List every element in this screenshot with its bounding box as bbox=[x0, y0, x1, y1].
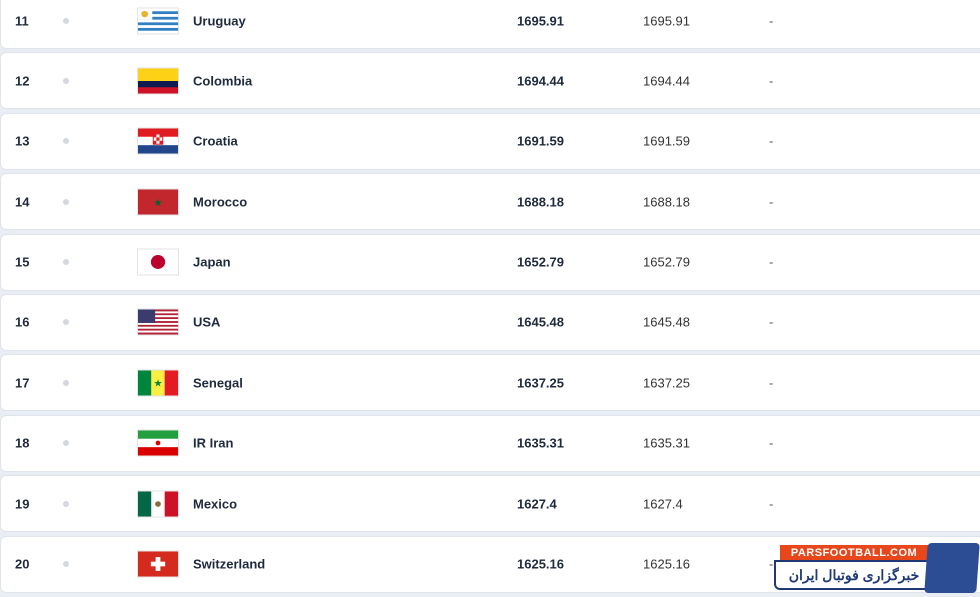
status-dot-icon bbox=[63, 259, 69, 266]
status-dot-icon bbox=[63, 138, 69, 145]
points-change: - bbox=[769, 314, 774, 330]
status-dot-icon bbox=[63, 319, 69, 326]
footballer-logo-icon bbox=[924, 543, 980, 593]
total-points: 1694.44 bbox=[517, 73, 564, 89]
total-points: 1691.59 bbox=[517, 133, 564, 149]
points-change: - bbox=[769, 496, 774, 512]
previous-points: 1625.16 bbox=[643, 556, 690, 572]
mexico-flag-icon bbox=[137, 490, 179, 518]
croatia-flag-icon bbox=[137, 127, 179, 155]
svg-text:★: ★ bbox=[153, 197, 162, 207]
previous-points: 1695.91 bbox=[643, 13, 690, 28]
ranking-row[interactable]: 13 Croatia 1691.59 1691.59 - bbox=[0, 112, 980, 170]
total-points: 1688.18 bbox=[517, 194, 564, 210]
rank: 20 bbox=[15, 556, 30, 572]
previous-points: 1637.25 bbox=[643, 375, 690, 391]
country-name[interactable]: USA bbox=[193, 314, 221, 330]
points-change: - bbox=[769, 254, 774, 270]
country-name[interactable]: Morocco bbox=[193, 194, 248, 210]
total-points: 1695.91 bbox=[517, 13, 564, 28]
switzerland-flag-icon bbox=[137, 550, 179, 578]
country-name[interactable]: Senegal bbox=[193, 375, 243, 391]
previous-points: 1694.44 bbox=[643, 73, 690, 89]
points-change: - bbox=[769, 556, 774, 572]
status-dot-icon bbox=[63, 440, 69, 447]
ranking-row[interactable]: 17 ★ Senegal 1637.25 1637.25 - bbox=[0, 354, 980, 412]
rank: 18 bbox=[15, 435, 30, 451]
status-dot-icon bbox=[63, 500, 69, 507]
total-points: 1637.25 bbox=[517, 375, 564, 391]
ranking-row[interactable]: 15 Japan 1652.79 1652.79 - bbox=[0, 233, 980, 291]
total-points: 1627.4 bbox=[517, 496, 557, 512]
country-name[interactable]: IR Iran bbox=[193, 435, 234, 451]
status-dot-icon bbox=[63, 77, 69, 84]
country-name[interactable]: Uruguay bbox=[193, 13, 246, 28]
ranking-row[interactable]: 19 Mexico 1627.4 1627.4 - bbox=[0, 475, 980, 533]
rank: 17 bbox=[15, 375, 30, 391]
svg-text:★: ★ bbox=[153, 378, 162, 388]
uruguay-flag-icon bbox=[137, 7, 179, 34]
status-dot-icon bbox=[63, 561, 69, 568]
watermark: PARSFOOTBALL.COM خبرگزاری فوتبال ایران bbox=[772, 543, 980, 593]
status-dot-icon bbox=[63, 379, 69, 386]
rank: 12 bbox=[15, 73, 30, 89]
ranking-row[interactable]: 14 ★ Morocco 1688.18 1688.18 - bbox=[0, 173, 980, 231]
rank: 14 bbox=[15, 194, 30, 210]
watermark-tagline: خبرگزاری فوتبال ایران bbox=[774, 560, 934, 590]
points-change: - bbox=[769, 73, 774, 89]
total-points: 1625.16 bbox=[517, 556, 564, 572]
country-name[interactable]: Croatia bbox=[193, 133, 238, 149]
points-change: - bbox=[769, 375, 774, 391]
iran-flag-icon bbox=[137, 429, 179, 457]
country-name[interactable]: Japan bbox=[193, 254, 231, 270]
country-name[interactable]: Mexico bbox=[193, 496, 238, 512]
status-dot-icon bbox=[63, 198, 69, 205]
ranking-row[interactable]: 11 Uruguay 1695.91 1695.91 - bbox=[0, 0, 980, 49]
previous-points: 1691.59 bbox=[643, 133, 690, 149]
watermark-site: PARSFOOTBALL.COM bbox=[780, 545, 928, 562]
rank: 15 bbox=[15, 254, 30, 270]
status-dot-icon bbox=[63, 17, 69, 24]
ranking-row[interactable]: 18 IR Iran 1635.31 1635.31 - bbox=[0, 414, 980, 472]
points-change: - bbox=[769, 435, 774, 451]
rank: 19 bbox=[15, 496, 30, 512]
senegal-flag-icon: ★ bbox=[137, 369, 179, 397]
morocco-flag-icon: ★ bbox=[137, 188, 179, 216]
total-points: 1635.31 bbox=[517, 435, 564, 451]
colombia-flag-icon bbox=[137, 67, 179, 95]
country-name[interactable]: Colombia bbox=[193, 73, 253, 89]
previous-points: 1645.48 bbox=[643, 314, 690, 330]
previous-points: 1652.79 bbox=[643, 254, 690, 270]
usa-flag-icon bbox=[137, 308, 179, 336]
total-points: 1645.48 bbox=[517, 314, 564, 330]
previous-points: 1627.4 bbox=[643, 496, 683, 512]
rank: 16 bbox=[15, 314, 30, 330]
country-name[interactable]: Switzerland bbox=[193, 556, 266, 572]
ranking-row[interactable]: 16 USA 1645.48 1645.48 - bbox=[0, 293, 980, 351]
rank: 11 bbox=[15, 13, 29, 28]
previous-points: 1688.18 bbox=[643, 194, 690, 210]
japan-flag-icon bbox=[137, 248, 179, 276]
previous-points: 1635.31 bbox=[643, 435, 690, 451]
points-change: - bbox=[769, 194, 774, 210]
points-change: - bbox=[769, 13, 774, 28]
rank: 13 bbox=[15, 133, 30, 149]
ranking-row[interactable]: 12 Colombia 1694.44 1694.44 - bbox=[0, 52, 980, 110]
points-change: - bbox=[769, 133, 774, 149]
total-points: 1652.79 bbox=[517, 254, 564, 270]
